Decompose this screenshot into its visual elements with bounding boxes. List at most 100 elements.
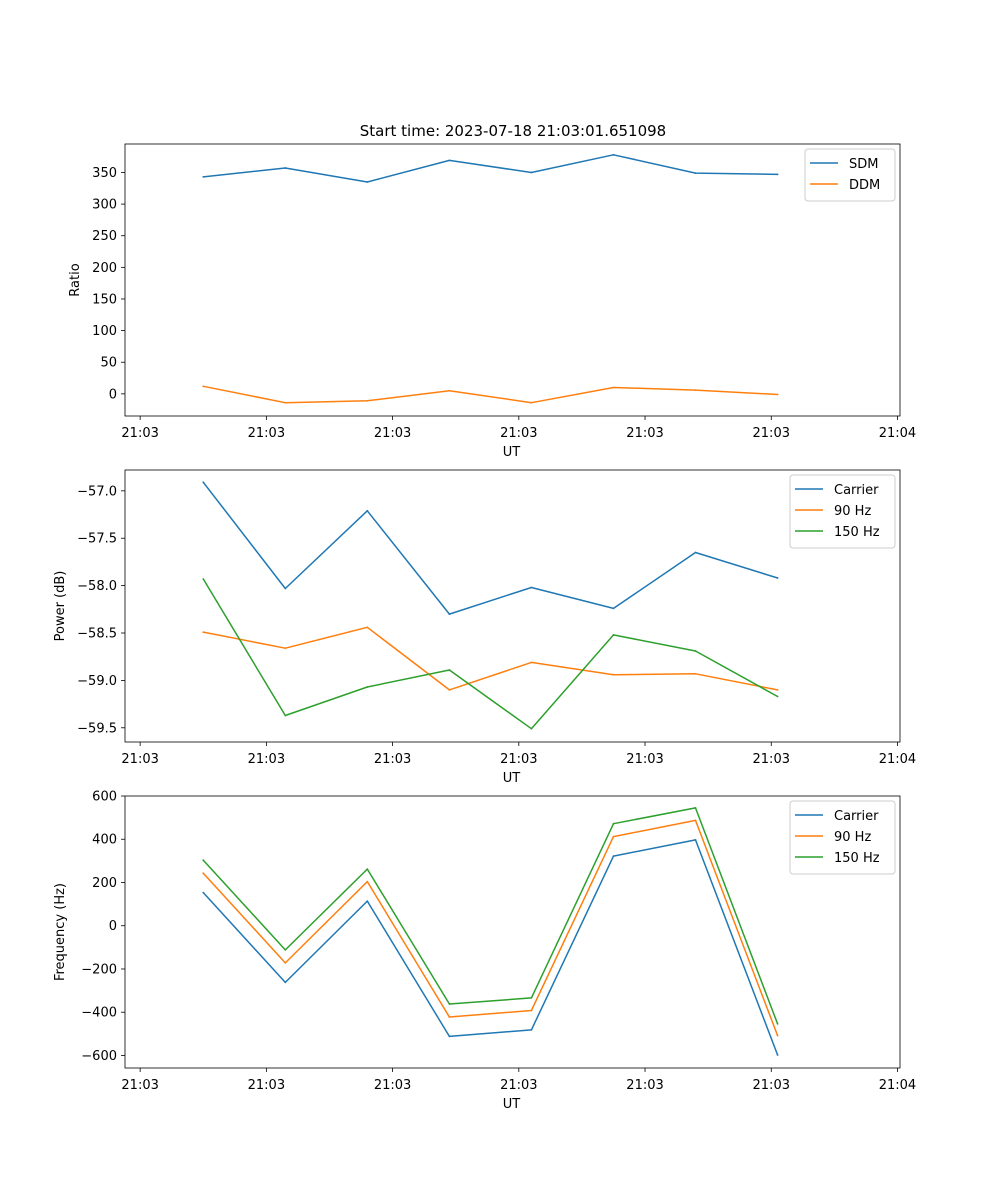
data-point (448, 159, 451, 162)
data-point (448, 1016, 451, 1018)
data-point (202, 631, 205, 633)
series-line-carrier (202, 481, 778, 615)
y-tick-label: 250 (92, 229, 117, 244)
x-tick-label: 21:04 (879, 426, 916, 441)
y-tick-label: 200 (92, 261, 117, 276)
data-point (776, 689, 779, 691)
data-point (202, 872, 205, 875)
subplot-1: 21:03 21:03 21:03 21:03 21:03 21:03 21:04 0 50 10… (68, 143, 916, 460)
data-point (366, 900, 369, 902)
data-point (284, 981, 287, 984)
x-tick-label: 21:03 (753, 1078, 790, 1093)
y-tick-label: 100 (92, 324, 117, 339)
series-line-90-hz (203, 626, 778, 691)
series-line-90-hz (202, 819, 779, 1036)
data-point (202, 859, 205, 862)
series-line-150-hz (202, 578, 778, 730)
data-point (694, 551, 697, 554)
data-point (366, 686, 369, 688)
x-tick-label: 21:03 (626, 1078, 663, 1093)
legend-box (804, 148, 896, 202)
data-point (366, 626, 369, 629)
x-tick-label: 21:03 (374, 1078, 411, 1093)
data-point (776, 173, 779, 176)
x-axis-label: UT (503, 1097, 521, 1112)
data-point (366, 399, 369, 402)
data-point (366, 509, 369, 512)
axes-frame (124, 469, 901, 743)
data-point (284, 401, 287, 404)
legend-box (789, 800, 896, 875)
y-tick-label: 400 (92, 833, 117, 848)
y-tick-label: −200 (81, 962, 117, 977)
data-point (612, 835, 615, 838)
x-tick-label: 21:03 (248, 752, 285, 767)
data-point (612, 634, 615, 636)
legend-label: 90 Hz (834, 504, 871, 519)
data-point (612, 153, 615, 156)
data-point (776, 393, 779, 396)
y-axis-label: Ratio (68, 263, 83, 296)
x-tick-label: 21:03 (500, 426, 537, 441)
data-point (694, 819, 697, 822)
y-tick-label: −58.0 (77, 579, 117, 594)
data-point (612, 673, 615, 676)
y-tick-label: −59.5 (77, 721, 117, 736)
x-tick-label: 21:03 (626, 752, 663, 767)
legend-label: 150 Hz (834, 851, 880, 866)
data-point (448, 1003, 451, 1005)
data-point (776, 1034, 779, 1037)
x-tick-label: 21:03 (121, 752, 158, 767)
subplot-3: 21:03 21:03 21:03 21:03 21:03 21:03 21:04 −600 −… (53, 790, 916, 1113)
data-point (530, 586, 533, 589)
data-point (448, 613, 451, 615)
axes-frame (124, 143, 901, 417)
data-point (612, 607, 615, 610)
data-point (366, 868, 369, 870)
x-tick-label: 21:03 (374, 752, 411, 767)
data-point (776, 577, 779, 579)
y-tick-label: 50 (100, 356, 117, 371)
data-point (612, 822, 615, 825)
data-point (612, 386, 615, 389)
data-point (366, 181, 369, 183)
y-tick-label: 350 (92, 166, 117, 181)
y-tick-label: −59.0 (77, 674, 117, 689)
y-tick-label: 0 (109, 387, 117, 402)
data-point (694, 389, 697, 391)
legend-label: 90 Hz (834, 830, 871, 845)
data-point (284, 587, 287, 590)
axes-frame (124, 795, 901, 1069)
x-axis-label: UT (503, 771, 521, 786)
y-tick-label: 0 (109, 919, 117, 934)
x-tick-label: 21:04 (879, 752, 916, 767)
x-tick-label: 21:03 (753, 752, 790, 767)
x-tick-label: 21:03 (248, 426, 285, 441)
figure-title: Start time: 2023-07-18 21:03:01.651098 (360, 122, 666, 140)
data-point (530, 1009, 533, 1012)
data-point (530, 171, 533, 174)
y-tick-label: −400 (81, 1006, 117, 1021)
x-tick-label: 21:03 (121, 426, 158, 441)
data-point (530, 661, 533, 664)
data-point (202, 481, 205, 484)
data-point (284, 949, 287, 951)
data-point (530, 727, 533, 730)
data-point (694, 839, 697, 841)
y-tick-label: −58.5 (77, 627, 117, 642)
x-tick-label: 21:03 (500, 752, 537, 767)
data-point (694, 807, 697, 809)
data-point (284, 647, 287, 650)
y-axis-label: Frequency (Hz) (53, 883, 68, 981)
x-tick-label: 21:03 (248, 1078, 285, 1093)
y-tick-label: 600 (92, 790, 117, 805)
data-point (530, 401, 533, 404)
data-point (448, 669, 451, 671)
series-line-ddm (203, 385, 778, 404)
series-line-sdm (203, 154, 778, 183)
legend-label: 150 Hz (834, 525, 880, 540)
data-point (530, 1029, 533, 1031)
data-point (284, 962, 287, 964)
data-point (776, 695, 779, 698)
